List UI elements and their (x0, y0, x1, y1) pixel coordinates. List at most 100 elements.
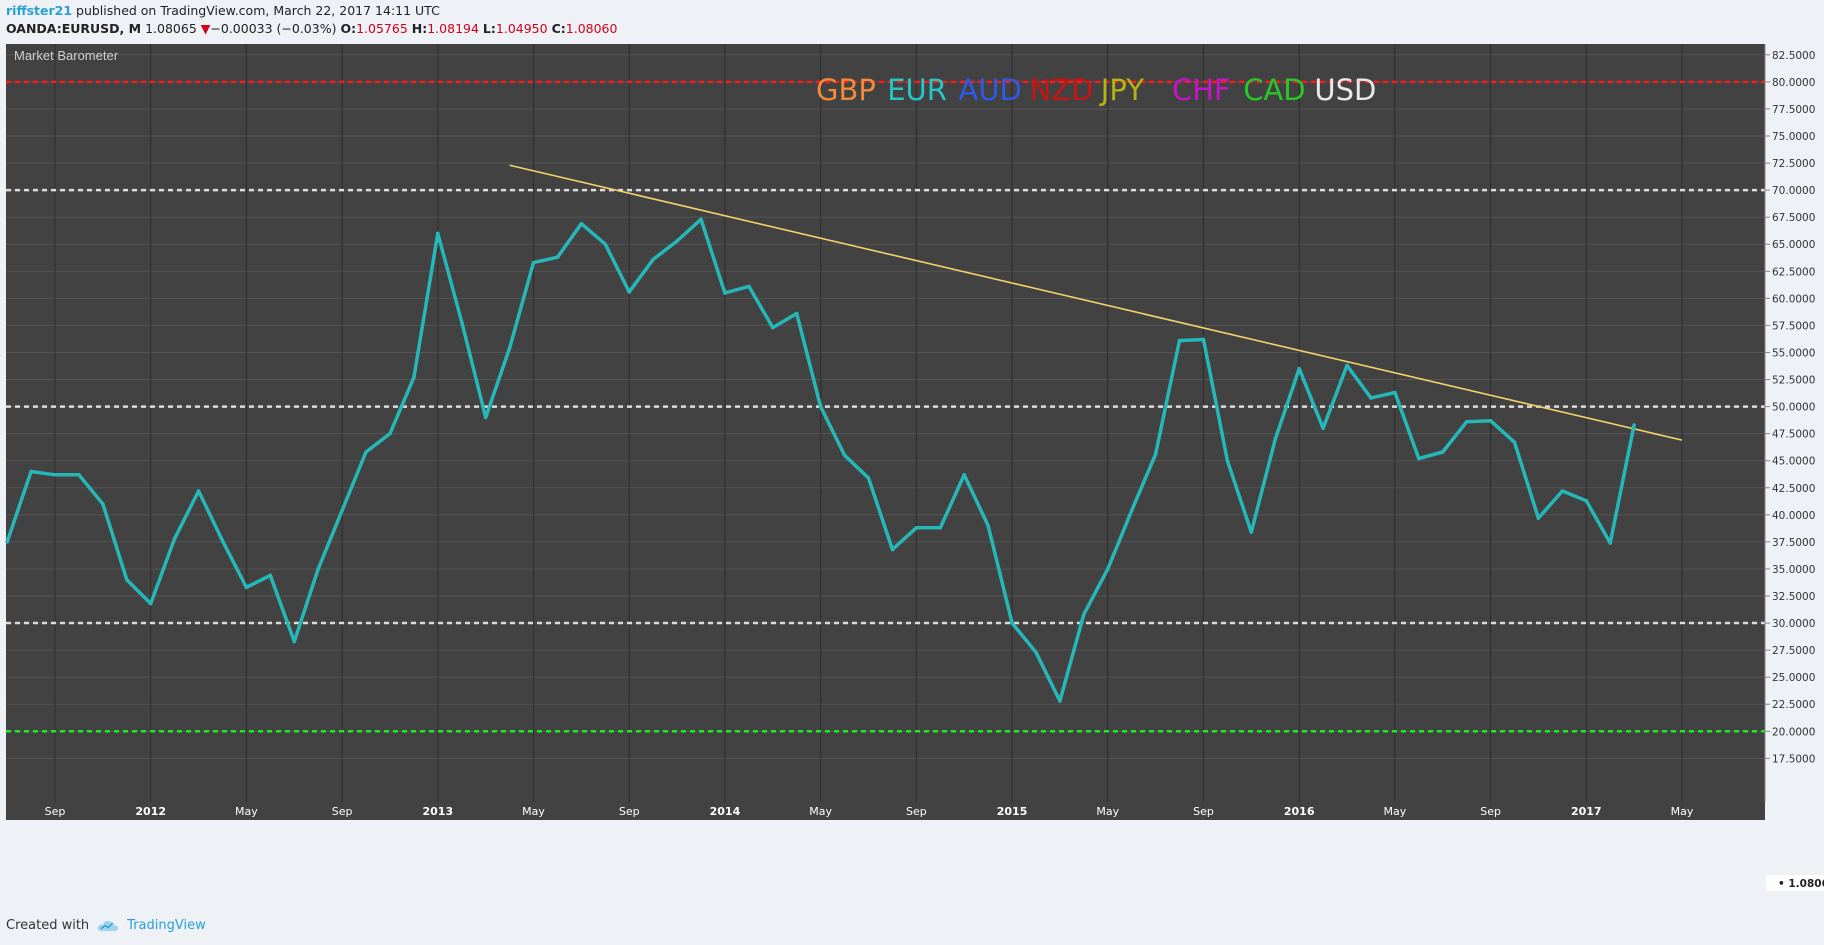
data-point[interactable] (388, 431, 392, 436)
data-point[interactable] (962, 472, 967, 477)
data-point[interactable] (220, 539, 225, 543)
data-point[interactable] (1417, 456, 1421, 461)
data-point[interactable] (172, 536, 177, 541)
data-point[interactable] (1584, 498, 1589, 503)
y-tick-label: 25.0000 (1772, 672, 1815, 684)
data-point[interactable] (1082, 612, 1086, 617)
down-arrow-icon: ▼ (200, 21, 211, 36)
data-point[interactable] (483, 415, 488, 420)
data-point[interactable] (1321, 426, 1325, 431)
data-point[interactable] (675, 239, 679, 243)
data-point[interactable] (268, 573, 273, 578)
data-point[interactable] (1010, 621, 1014, 625)
author-link[interactable]: riffster21 (6, 3, 73, 18)
data-point[interactable] (1249, 530, 1254, 534)
y-axis-background (1765, 44, 1824, 912)
data-point[interactable] (818, 404, 823, 409)
data-point[interactable] (53, 472, 57, 477)
data-point[interactable] (1177, 338, 1182, 343)
y-tick-label: 55.0000 (1772, 347, 1815, 359)
y-tick-label: 27.5000 (1772, 645, 1815, 657)
indicator-label[interactable]: Market Barometer (14, 48, 119, 63)
data-point[interactable] (1488, 418, 1493, 423)
data-point[interactable] (1273, 437, 1278, 441)
data-point[interactable] (29, 469, 33, 474)
data-point[interactable] (1034, 650, 1038, 655)
data-point[interactable] (699, 217, 703, 222)
data-point[interactable] (1393, 390, 1397, 395)
data-point[interactable] (507, 346, 512, 350)
data-point[interactable] (1225, 458, 1230, 463)
data-point[interactable] (340, 508, 344, 513)
data-point[interactable] (436, 231, 440, 236)
data-point[interactable] (531, 260, 536, 265)
data-point[interactable] (603, 242, 608, 247)
data-point[interactable] (1345, 363, 1349, 368)
data-point[interactable] (1105, 567, 1110, 571)
data-point[interactable] (1369, 396, 1373, 400)
data-point[interactable] (244, 585, 249, 590)
data-point[interactable] (794, 311, 799, 316)
legend-gbp[interactable]: GBP (816, 73, 876, 107)
data-point[interactable] (1129, 508, 1134, 513)
legend-aud[interactable]: AUD (958, 73, 1021, 107)
low-value: 1.04950 (495, 21, 548, 36)
price-tag-box (1766, 875, 1824, 891)
tradingview-link[interactable]: TradingView (127, 918, 206, 933)
data-point[interactable] (364, 450, 368, 454)
data-point[interactable] (77, 472, 81, 477)
data-point[interactable] (412, 375, 416, 380)
legend-nzd[interactable]: NZD (1030, 73, 1094, 107)
data-point[interactable] (1440, 450, 1445, 454)
legend-usd[interactable]: USD (1314, 73, 1376, 107)
data-point[interactable] (459, 320, 464, 324)
chart-area[interactable]: GBP EUR AUD NZD JPY CHF CAD USD Market Baromete… (0, 42, 1824, 912)
data-point[interactable] (196, 489, 201, 493)
published-text: published on TradingView.com, March 22, … (76, 3, 440, 18)
data-point[interactable] (1297, 366, 1301, 371)
x-tick-label: May (809, 805, 832, 818)
data-point[interactable] (5, 540, 9, 544)
legend-cad[interactable]: CAD (1243, 73, 1305, 107)
data-point[interactable] (1201, 337, 1206, 342)
x-tick-label: Sep (332, 805, 353, 818)
data-point[interactable] (914, 526, 919, 530)
data-point[interactable] (723, 291, 727, 295)
legend-jpy[interactable]: JPY (1099, 73, 1144, 107)
data-point[interactable] (1632, 423, 1636, 427)
data-point[interactable] (316, 567, 320, 571)
symbol-label[interactable]: OANDA:EURUSD, M (6, 21, 142, 36)
data-point[interactable] (292, 639, 297, 644)
y-tick-label: 57.5000 (1772, 320, 1815, 332)
data-point[interactable] (842, 453, 847, 458)
data-point[interactable] (1464, 419, 1469, 424)
y-tick-label: 65.0000 (1772, 239, 1815, 251)
data-point[interactable] (1536, 516, 1541, 520)
data-point[interactable] (1058, 699, 1062, 703)
y-tick-label: 35.0000 (1772, 564, 1815, 576)
data-point[interactable] (101, 502, 105, 506)
high-value: 1.08194 (427, 21, 479, 36)
y-tick-label: 20.0000 (1772, 726, 1815, 738)
data-point[interactable] (579, 221, 584, 226)
data-point[interactable] (986, 523, 990, 528)
data-point[interactable] (1608, 541, 1613, 545)
data-point[interactable] (651, 257, 655, 262)
legend-eur[interactable]: EUR (887, 73, 947, 107)
data-point[interactable] (555, 255, 560, 260)
data-point[interactable] (1560, 489, 1565, 493)
legend-chf[interactable]: CHF (1172, 73, 1231, 107)
data-point[interactable] (938, 526, 943, 530)
data-point[interactable] (747, 284, 751, 289)
data-point[interactable] (890, 547, 895, 552)
data-point[interactable] (148, 601, 153, 606)
data-point[interactable] (1153, 452, 1158, 457)
y-axis[interactable]: 82.5000 80.0000 77.5000 75.0000 72.5000 70.00… (1764, 44, 1824, 912)
data-point[interactable] (1512, 440, 1517, 445)
data-point[interactable] (627, 290, 632, 294)
data-point[interactable] (770, 325, 775, 330)
x-axis[interactable]: Sep 2012 May Sep 2013 May Sep 2014 May Sep 2015 May… (6, 802, 1765, 820)
data-point[interactable] (124, 577, 129, 582)
data-point[interactable] (866, 476, 871, 480)
x-tick-label: Sep (906, 805, 927, 818)
